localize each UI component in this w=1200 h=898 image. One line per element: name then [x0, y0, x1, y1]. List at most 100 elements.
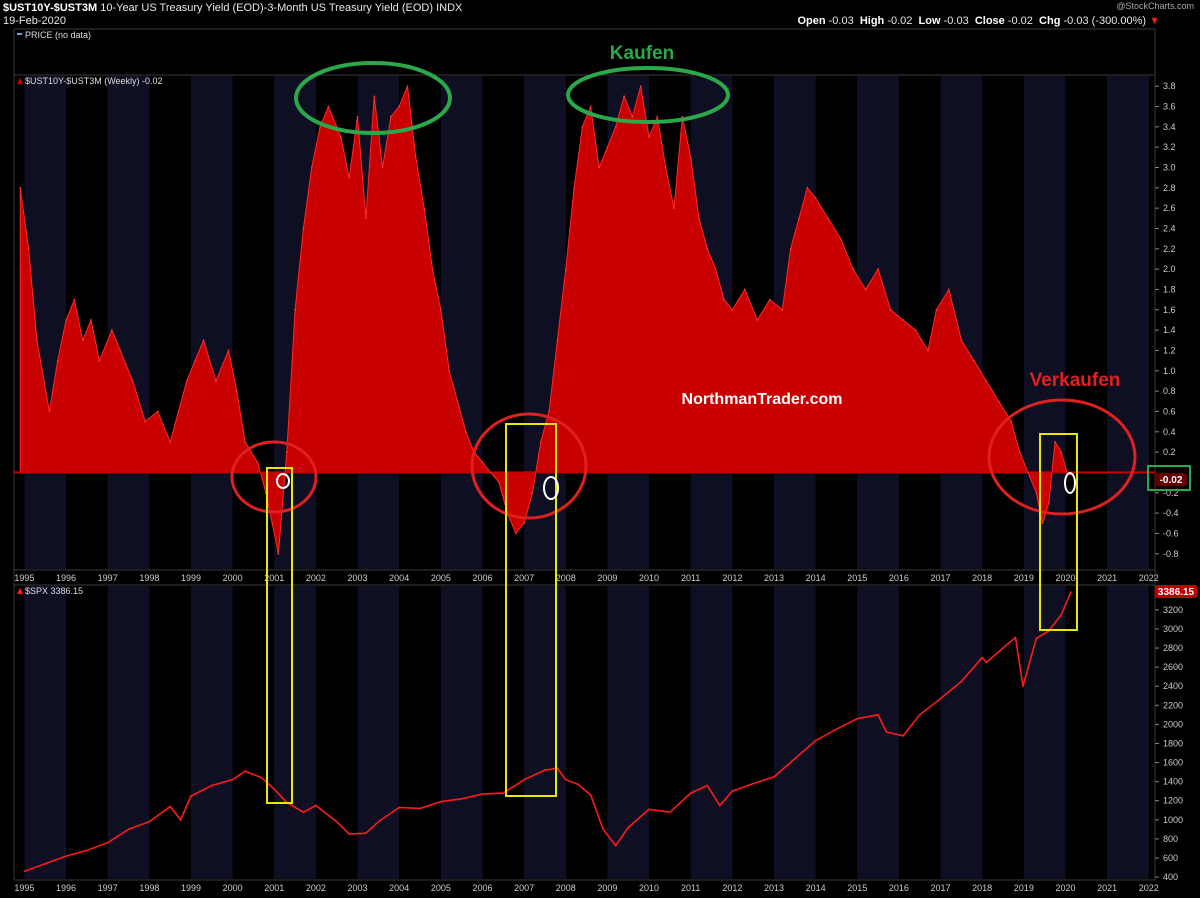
spread-point [1035, 491, 1038, 494]
spread-point [431, 268, 434, 270]
sell-circle-2001 [230, 440, 318, 514]
spread-point [756, 319, 759, 321]
spread-point [531, 491, 534, 494]
spx-point [981, 656, 983, 659]
spx-point [44, 862, 47, 865]
spread-point [1048, 502, 1050, 504]
x-tick-label: 2017 [931, 883, 951, 893]
y-tick-label: 3.6 [1163, 101, 1176, 111]
spx-point [148, 820, 151, 823]
x-tick-label: 2001 [264, 573, 284, 583]
x-tick-label: 2009 [597, 573, 617, 583]
x-tick-label: 2021 [1097, 883, 1117, 893]
spx-point [856, 717, 859, 720]
x-tick-label: 1996 [56, 883, 76, 893]
spread-point [827, 217, 829, 220]
y-tick-label: 1800 [1163, 738, 1183, 748]
x-tick-label: 1998 [139, 883, 159, 893]
spx-point [127, 828, 130, 831]
y-tick-label: 1200 [1163, 796, 1183, 806]
spx-point [669, 811, 671, 813]
spx-point [614, 844, 617, 847]
year-band [357, 586, 400, 879]
annotations: Kaufen Verkaufen NorthmanTrader.com [230, 43, 1137, 804]
price-panel-legend: PRICE (no data) [17, 30, 91, 40]
year-band [524, 586, 566, 879]
y-tick-label: 0.6 [1163, 406, 1176, 416]
y-tick-label: 1600 [1163, 758, 1183, 768]
spx-point [169, 805, 171, 808]
spx-point [377, 820, 380, 823]
x-tick-label: 2015 [847, 573, 867, 583]
spx-point [1002, 647, 1004, 649]
spx-point [211, 784, 213, 787]
year-band [690, 586, 733, 879]
x-tick-label: 2011 [681, 573, 700, 583]
x-tick-label: 2005 [431, 573, 451, 583]
spread-point [698, 217, 700, 220]
spread-point [548, 410, 550, 413]
spread-point [852, 268, 854, 270]
svg-text:$UST10Y-$UST3M (Weekly) -0.02: $UST10Y-$UST3M (Weekly) -0.02 [25, 76, 163, 86]
spread-point [481, 461, 484, 464]
x-tick-label: 2005 [431, 883, 451, 893]
x-tick-label: 2015 [847, 883, 867, 893]
spread-point [539, 441, 542, 443]
spx-point [960, 680, 963, 683]
spread-point [731, 308, 734, 311]
spx-point [627, 826, 630, 829]
spread-point [456, 400, 459, 403]
y-tick-label: 1.8 [1163, 284, 1176, 294]
y-tick-label: 2.6 [1163, 203, 1176, 213]
x-tick-label: 2010 [639, 883, 659, 893]
spread-point [235, 390, 238, 392]
y-tick-label: 1.2 [1163, 345, 1176, 355]
spread-point [448, 369, 450, 372]
x-tick-label: 1997 [98, 883, 118, 893]
spread-point [156, 410, 159, 413]
highlight-box-2007 [505, 423, 557, 797]
spread-point [310, 166, 313, 169]
spread-point [302, 227, 305, 230]
x-tick-label: 2014 [806, 883, 826, 893]
spread-point [673, 207, 675, 209]
spread-point [177, 410, 180, 413]
spx-point [23, 870, 26, 873]
spread-point [186, 380, 188, 382]
spread-point [902, 319, 904, 321]
watermark: @StockCharts.com [1116, 1, 1194, 11]
spx-point [719, 804, 721, 807]
spx-point [793, 757, 796, 760]
spread-point [465, 430, 467, 433]
spread-point [927, 349, 929, 352]
year-band [107, 76, 150, 569]
spx-point [244, 770, 246, 772]
spread-point [723, 298, 725, 301]
x-tick-label: 1998 [139, 573, 159, 583]
spread-point [681, 115, 684, 118]
spread-point [381, 166, 384, 169]
y-tick-label: 3.8 [1163, 81, 1176, 91]
spread-point [839, 237, 842, 240]
y-tick-label: -0.6 [1163, 528, 1179, 538]
y-tick-label: 2800 [1163, 643, 1183, 653]
y-tick-label: -0.2 [1163, 488, 1179, 498]
x-tick-label: 2013 [764, 883, 784, 893]
svg-text:3386.15: 3386.15 [1158, 587, 1195, 598]
sell-circle-2007 [470, 412, 588, 520]
spread-point [1041, 522, 1044, 525]
y-tick-label: 400 [1163, 872, 1178, 882]
spread-point [889, 308, 892, 311]
spread-point [498, 481, 500, 484]
spread-point [131, 380, 134, 382]
y-tick-label: 0.2 [1163, 447, 1176, 457]
sell-circle-2019 [987, 398, 1137, 516]
spread-point [215, 380, 217, 382]
x-tick-label: 2007 [514, 573, 534, 583]
spread-series [14, 85, 1155, 555]
x-tick-label: 2000 [223, 883, 243, 893]
spx-point [179, 819, 182, 821]
spx-point [556, 767, 559, 770]
x-tick-label: 2010 [639, 573, 659, 583]
spread-point [1018, 451, 1021, 453]
